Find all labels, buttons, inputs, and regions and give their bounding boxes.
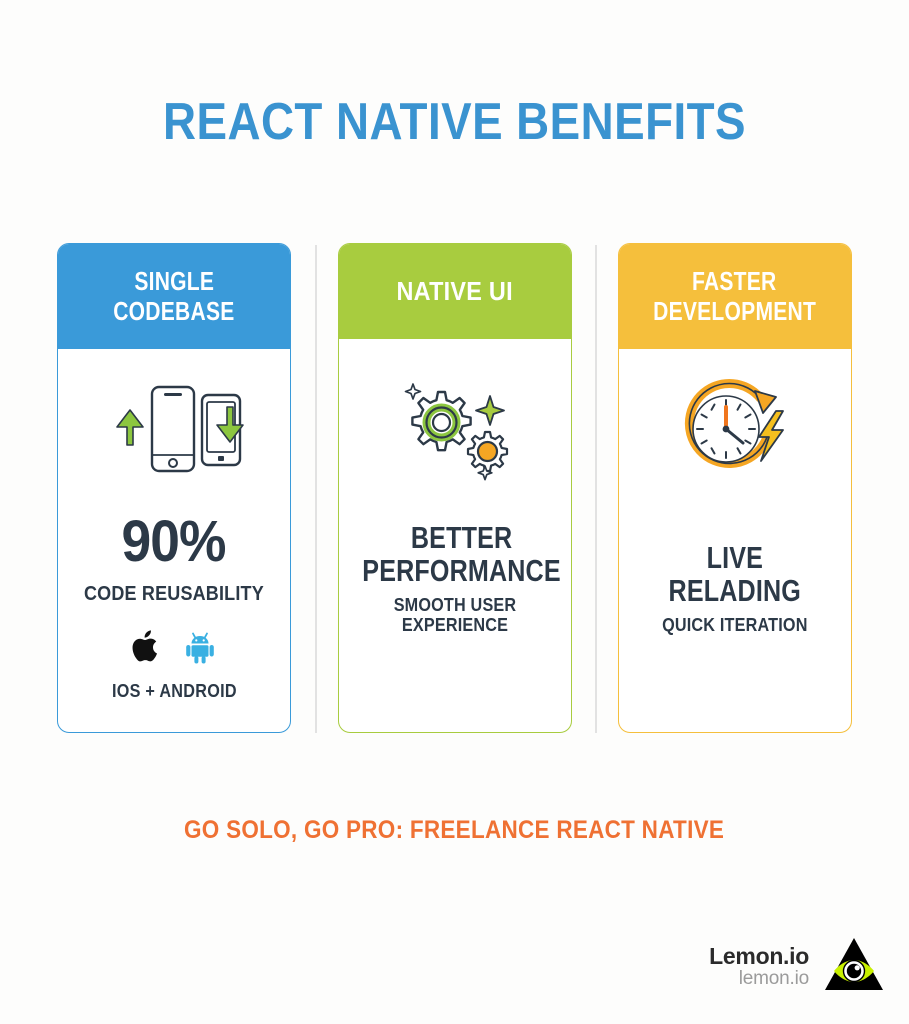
card-subline-faster-development: QUICK ITERATION xyxy=(662,615,808,635)
android-icon xyxy=(186,632,214,664)
card-header-line1: SINGLE xyxy=(133,265,214,296)
headline-line1: LIVE xyxy=(706,540,764,575)
logo-text: Lemon.io lemon.io xyxy=(709,944,809,988)
card-header-faster-development: FASTER DEVELOPMENT xyxy=(619,244,851,350)
card-body-native-ui: BETTER PERFORMANCE SMOOTH USER EXPERIENC… xyxy=(339,341,571,732)
footer-logo[interactable]: Lemon.io lemon.io xyxy=(709,936,885,997)
card-header-line1: FASTER xyxy=(692,265,777,296)
benefit-card-native-ui: NATIVE UI xyxy=(338,243,572,733)
benefit-cards: SINGLE CODEBASE xyxy=(0,243,909,735)
clock-lightning-icon xyxy=(619,369,851,489)
card-header-line1: NATIVE UI xyxy=(396,275,513,306)
stat-code-reusability-label: CODE REUSABILITY xyxy=(84,583,264,605)
logo-main-text: Lemon.io xyxy=(709,943,809,970)
platform-icons xyxy=(58,629,290,665)
headline-line2: PERFORMANCE xyxy=(362,553,561,588)
triangle-eye-icon xyxy=(823,936,885,997)
benefit-card-faster-development: FASTER DEVELOPMENT xyxy=(618,243,852,733)
two-phones-sync-icon xyxy=(58,369,290,489)
headline-line2: RELADING xyxy=(668,573,802,608)
logo-sub-text: lemon.io xyxy=(738,967,809,989)
card-headline-faster-development: LIVE RELADING xyxy=(619,541,851,607)
platforms-label: IOS + ANDROID xyxy=(111,681,237,701)
headline-line1: BETTER xyxy=(410,520,513,555)
card-divider-1 xyxy=(315,245,317,733)
card-body-faster-development: LIVE RELADING QUICK ITERATION xyxy=(619,351,851,732)
card-header-native-ui: NATIVE UI xyxy=(339,244,571,340)
card-divider-2 xyxy=(595,245,597,733)
apple-icon xyxy=(132,630,158,662)
card-header-line2: CODEBASE xyxy=(112,295,235,326)
card-header-single-codebase: SINGLE CODEBASE xyxy=(58,244,290,350)
card-subline-native-ui: SMOOTH USER EXPERIENCE xyxy=(393,595,517,635)
tagline: GO SOLO, GO PRO: FREELANCE REACT NATIVE xyxy=(184,816,725,844)
benefit-card-single-codebase: SINGLE CODEBASE xyxy=(57,243,291,733)
stat-code-reusability-value: 90% xyxy=(121,509,227,574)
page-title: REACT NATIVE BENEFITS xyxy=(163,93,746,151)
gears-sparkle-icon xyxy=(339,369,571,489)
card-header-line2: DEVELOPMENT xyxy=(652,295,816,326)
card-headline-native-ui: BETTER PERFORMANCE xyxy=(339,521,571,587)
card-body-single-codebase: 90% CODE REUSABILITY xyxy=(58,351,290,732)
